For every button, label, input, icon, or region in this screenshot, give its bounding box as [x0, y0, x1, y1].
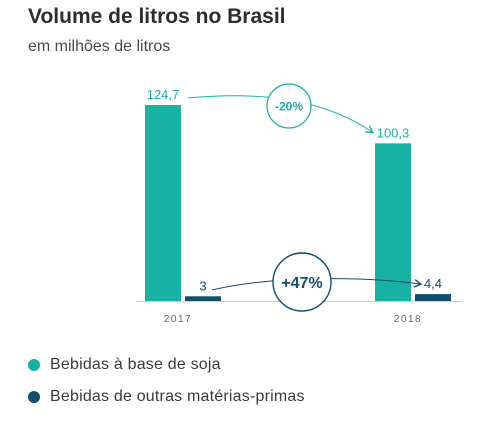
x-tick-label-2018: 2018 — [394, 314, 422, 325]
change-badge-outras — [272, 252, 332, 312]
chart-title: Volume de litros no Brasil — [28, 5, 286, 28]
legend-swatch-outras — [28, 391, 40, 403]
legend-label-soja: Bebidas à base de soja — [50, 356, 221, 373]
data-label-outras-2017: 3 — [199, 278, 206, 293]
legend: Bebidas à base de soja Bebidas de outras… — [28, 354, 305, 418]
data-label-soja-2018: 100,3 — [377, 125, 410, 140]
bar-outras-2018 — [415, 294, 451, 301]
legend-swatch-soja — [28, 359, 40, 371]
data-label-outras-2018: 4,4 — [424, 276, 442, 291]
bar-chart: 2017 2018 124,7 100,3 3 4,4 -20% +47% — [136, 83, 462, 325]
bar-outras-2017 — [185, 296, 221, 301]
legend-item-outras: Bebidas de outras matérias-primas — [28, 386, 305, 408]
legend-label-outras: Bebidas de outras matérias-primas — [50, 388, 305, 405]
x-tick-label-2017: 2017 — [164, 314, 192, 325]
change-label-outras: +47% — [281, 275, 322, 292]
change-label-soja: -20% — [275, 100, 303, 114]
bar-soja-2017 — [145, 105, 181, 301]
bar-soja-2018 — [375, 143, 411, 301]
legend-item-soja: Bebidas à base de soja — [28, 354, 305, 376]
chart-subtitle: em milhões de litros — [28, 38, 171, 55]
data-label-soja-2017: 124,7 — [147, 87, 180, 102]
change-badge-soja — [266, 83, 312, 129]
